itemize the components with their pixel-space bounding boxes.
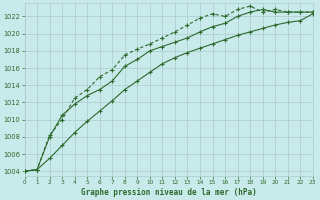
- X-axis label: Graphe pression niveau de la mer (hPa): Graphe pression niveau de la mer (hPa): [81, 188, 257, 197]
